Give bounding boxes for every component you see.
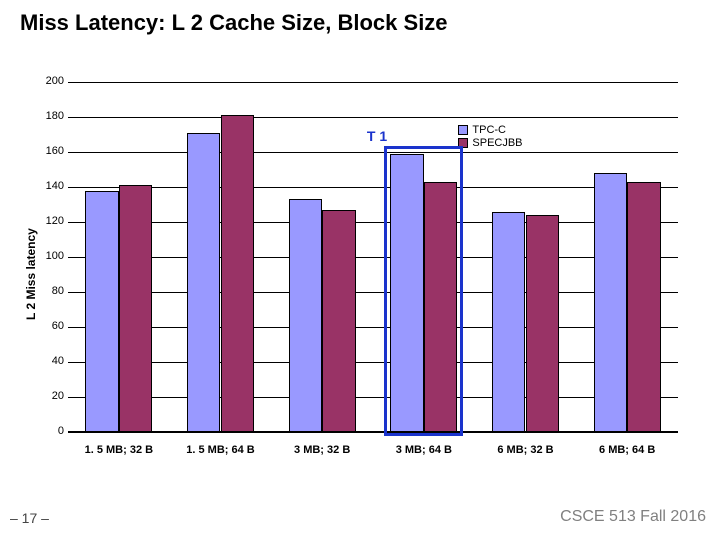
gridline bbox=[68, 432, 678, 433]
legend-swatch bbox=[458, 125, 468, 135]
bar bbox=[492, 212, 526, 433]
bar bbox=[594, 173, 628, 432]
annotation-t1: T 1 bbox=[367, 128, 387, 144]
gridline bbox=[68, 362, 678, 363]
gridline bbox=[68, 257, 678, 258]
x-axis bbox=[68, 431, 678, 432]
bar bbox=[322, 210, 356, 432]
y-tick-label: 40 bbox=[24, 355, 64, 367]
x-tick-label: 3 MB; 32 B bbox=[271, 444, 373, 456]
legend-item: TPC-C bbox=[458, 124, 522, 136]
bar-chart: 0204060801001201401601802001. 5 MB; 32 B… bbox=[68, 70, 678, 470]
page-title: Miss Latency: L 2 Cache Size, Block Size bbox=[20, 10, 448, 36]
y-tick-label: 0 bbox=[24, 425, 64, 437]
gridline bbox=[68, 292, 678, 293]
x-tick-label: 3 MB; 64 B bbox=[373, 444, 475, 456]
legend-item: SPECJBB bbox=[458, 137, 522, 149]
gridline bbox=[68, 327, 678, 328]
bar bbox=[221, 115, 255, 432]
y-tick-label: 120 bbox=[24, 215, 64, 227]
legend-label: SPECJBB bbox=[472, 137, 522, 149]
legend-label: TPC-C bbox=[472, 124, 506, 136]
slide: Miss Latency: L 2 Cache Size, Block Size… bbox=[0, 0, 720, 540]
y-tick-label: 60 bbox=[24, 320, 64, 332]
legend-swatch bbox=[458, 138, 468, 148]
gridline bbox=[68, 222, 678, 223]
bar bbox=[289, 199, 323, 432]
y-tick-label: 20 bbox=[24, 390, 64, 402]
y-tick-label: 140 bbox=[24, 180, 64, 192]
plot-region: 0204060801001201401601802001. 5 MB; 32 B… bbox=[68, 82, 678, 432]
course-footer: CSCE 513 Fall 2016 bbox=[560, 508, 706, 526]
y-axis-title: L 2 Miss latency bbox=[24, 228, 38, 320]
y-tick-label: 160 bbox=[24, 145, 64, 157]
bar bbox=[85, 191, 119, 433]
x-tick-label: 1. 5 MB; 32 B bbox=[68, 444, 170, 456]
gridline bbox=[68, 397, 678, 398]
gridline bbox=[68, 82, 678, 83]
x-tick-label: 6 MB; 64 B bbox=[576, 444, 678, 456]
bar bbox=[424, 182, 458, 432]
bar bbox=[187, 133, 221, 432]
bar bbox=[119, 185, 153, 432]
y-tick-label: 180 bbox=[24, 110, 64, 122]
y-tick-label: 200 bbox=[24, 75, 64, 87]
bar bbox=[526, 215, 560, 432]
slide-number: – 17 – bbox=[10, 510, 49, 526]
gridline bbox=[68, 187, 678, 188]
bar bbox=[390, 154, 424, 432]
x-tick-label: 1. 5 MB; 64 B bbox=[170, 444, 272, 456]
gridline bbox=[68, 152, 678, 153]
x-tick-label: 6 MB; 32 B bbox=[475, 444, 577, 456]
bar bbox=[627, 182, 661, 432]
gridline bbox=[68, 117, 678, 118]
legend: TPC-CSPECJBB bbox=[458, 124, 522, 150]
